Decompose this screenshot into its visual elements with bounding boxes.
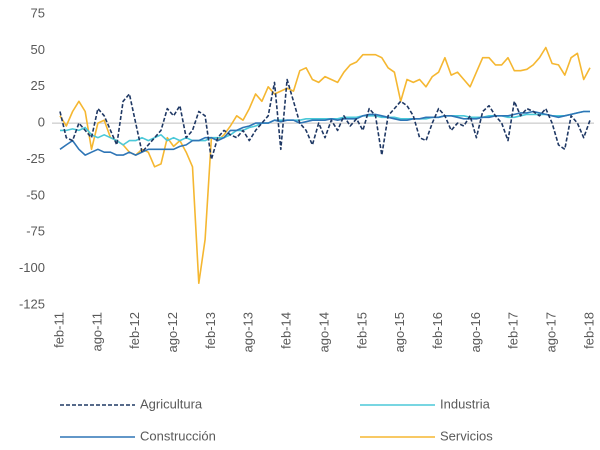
legend-label: Construcción [140, 428, 216, 443]
x-tick-label: feb-15 [354, 312, 369, 349]
x-tick-label: feb-13 [203, 312, 218, 349]
x-tick-label: feb-14 [279, 312, 294, 349]
series-line [59, 46, 591, 284]
y-tick-label: 25 [31, 78, 45, 93]
x-tick-label: feb-12 [127, 312, 142, 349]
x-tick-label: feb-18 [581, 312, 596, 349]
y-tick-label: -100 [19, 260, 45, 275]
x-tick-label: ago-15 [392, 312, 407, 352]
x-tick-label: ago-11 [89, 312, 104, 352]
legend-label: Agricultura [140, 396, 203, 411]
series-line [59, 78, 591, 161]
x-tick-label: ago-12 [165, 312, 180, 352]
x-tick-label: feb-11 [51, 312, 66, 348]
y-tick-label: -25 [26, 151, 45, 166]
legend-label: Industria [440, 396, 491, 411]
x-tick-label: ago-17 [544, 312, 559, 352]
x-tick-label: ago-14 [316, 312, 331, 352]
y-tick-label: -125 [19, 296, 45, 311]
y-tick-label: 75 [31, 5, 45, 20]
series-line [59, 110, 590, 156]
legend-label: Servicios [440, 428, 493, 443]
x-tick-label: ago-16 [468, 312, 483, 352]
x-tick-label: feb-17 [506, 312, 521, 349]
y-tick-label: 50 [31, 42, 45, 57]
x-tick-label: ago-13 [241, 312, 256, 352]
y-tick-label: 0 [38, 115, 45, 130]
y-tick-label: -50 [26, 187, 45, 202]
y-tick-label: -75 [26, 224, 45, 239]
x-tick-label: feb-16 [430, 312, 445, 349]
